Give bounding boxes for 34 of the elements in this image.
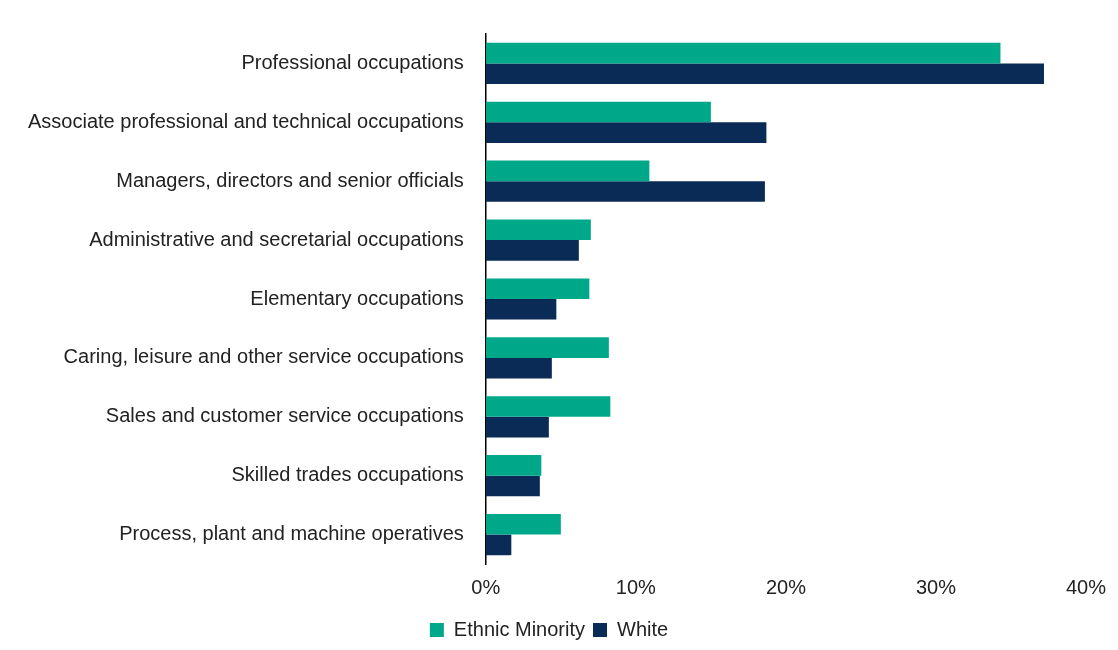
bar bbox=[485, 278, 590, 299]
bar bbox=[485, 299, 557, 320]
y-tick-label: Elementary occupations bbox=[250, 286, 464, 309]
y-tick-label: Administrative and secretarial occupations bbox=[89, 227, 464, 250]
bar bbox=[485, 337, 609, 358]
x-tick-label: 20% bbox=[765, 575, 807, 598]
y-tick-label: Associate professional and technical occupations bbox=[27, 109, 464, 132]
y-tick-label: Sales and customer service occupations bbox=[105, 404, 464, 427]
y-tick-label: Caring, leisure and other service occupations bbox=[63, 345, 464, 368]
bar bbox=[485, 416, 549, 438]
y-tick-label: Process, plant and machine operatives bbox=[119, 522, 464, 545]
bar bbox=[485, 357, 552, 379]
bar bbox=[485, 219, 591, 241]
y-tick-label: Skilled trades occupations bbox=[231, 463, 464, 486]
bar bbox=[485, 396, 611, 417]
bar bbox=[485, 181, 765, 202]
x-tick-label: 30% bbox=[915, 575, 957, 598]
bar bbox=[485, 42, 1001, 64]
bar bbox=[485, 101, 711, 123]
bar bbox=[485, 475, 540, 497]
bar bbox=[485, 160, 650, 182]
bar bbox=[485, 455, 542, 476]
x-tick-label: 0% bbox=[471, 575, 501, 598]
legend-label: White bbox=[617, 617, 669, 640]
bar bbox=[485, 63, 1044, 85]
x-tick-label: 10% bbox=[615, 575, 657, 598]
bar bbox=[485, 240, 579, 261]
bar bbox=[485, 534, 512, 556]
y-tick-label: Professional occupations bbox=[241, 50, 464, 73]
bar bbox=[485, 122, 767, 143]
legend-label: Ethnic Minority bbox=[453, 617, 586, 640]
x-tick-label: 40% bbox=[1065, 575, 1107, 598]
y-tick-label: Managers, directors and senior officials bbox=[116, 168, 464, 191]
bar bbox=[485, 513, 561, 535]
